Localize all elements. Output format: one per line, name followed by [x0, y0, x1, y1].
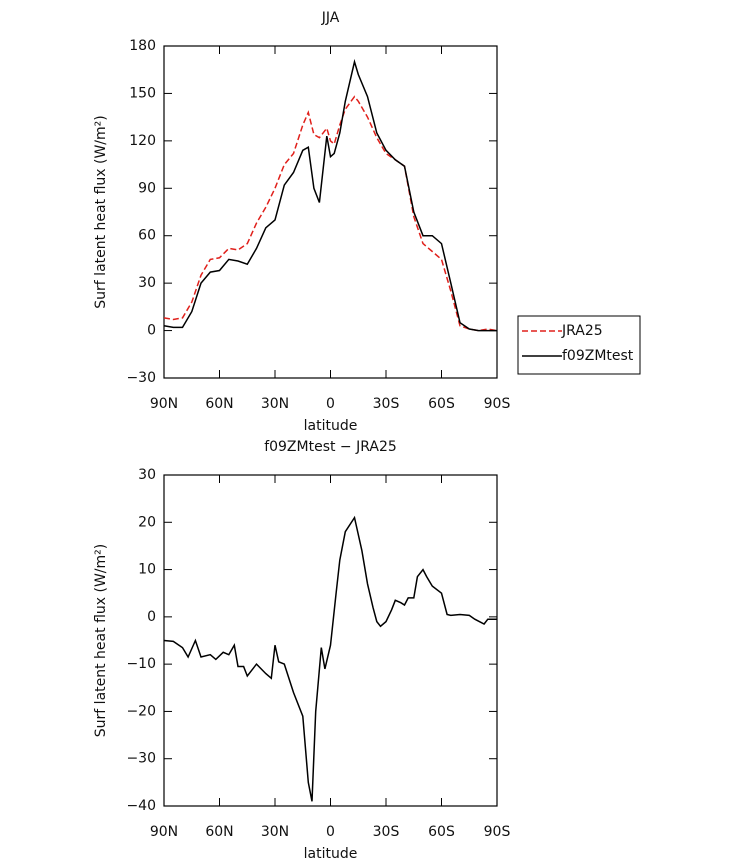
y-tick-label: −40	[126, 798, 156, 814]
y-tick-label: 30	[138, 275, 156, 291]
x-tick-label: 30S	[373, 396, 400, 412]
plot-frame	[163, 45, 498, 379]
chart-title: f09ZMtest − JRA25	[264, 439, 397, 455]
data-line	[163, 58, 497, 332]
x-tick-label: 90N	[150, 824, 178, 840]
y-tick-label: −10	[126, 656, 156, 672]
x-tick-label: 90S	[484, 396, 511, 412]
x-tick-label: 0	[326, 396, 335, 412]
legend-frame	[517, 315, 641, 375]
data-line	[163, 95, 498, 332]
chart-title: JJA	[321, 10, 340, 26]
x-axis-label: latitude	[304, 846, 358, 862]
x-tick-label: 90N	[150, 396, 178, 412]
y-tick-label: 120	[129, 133, 156, 149]
x-tick-label: 60S	[428, 824, 455, 840]
y-tick-label: −30	[126, 370, 156, 386]
y-tick-label: 180	[129, 38, 156, 54]
legend-label: JRA25	[561, 323, 603, 339]
y-tick-label: 30	[138, 467, 156, 483]
x-tick-label: 30S	[373, 824, 400, 840]
y-tick-label: −20	[126, 703, 156, 719]
x-tick-label: 60S	[428, 396, 455, 412]
legend-label: f09ZMtest	[562, 348, 634, 364]
y-tick-label: 10	[138, 562, 156, 578]
x-tick-label: 60N	[205, 396, 233, 412]
x-tick-label: 60N	[205, 824, 233, 840]
y-tick-label: 20	[138, 514, 156, 530]
x-axis-label: latitude	[304, 418, 358, 434]
data-line	[163, 515, 497, 802]
y-tick-label: 150	[129, 85, 156, 101]
x-tick-label: 90S	[484, 824, 511, 840]
x-tick-label: 30N	[261, 396, 289, 412]
y-tick-label: 0	[147, 323, 156, 339]
x-tick-label: 30N	[261, 824, 289, 840]
x-tick-label: 0	[326, 824, 335, 840]
y-tick-label: 60	[138, 228, 156, 244]
y-axis-label: Surf latent heat flux (W/m²)	[93, 544, 109, 737]
y-tick-label: 0	[147, 609, 156, 625]
y-tick-label: −30	[126, 751, 156, 767]
y-tick-label: 90	[138, 180, 156, 196]
y-axis-label: Surf latent heat flux (W/m²)	[93, 115, 109, 308]
